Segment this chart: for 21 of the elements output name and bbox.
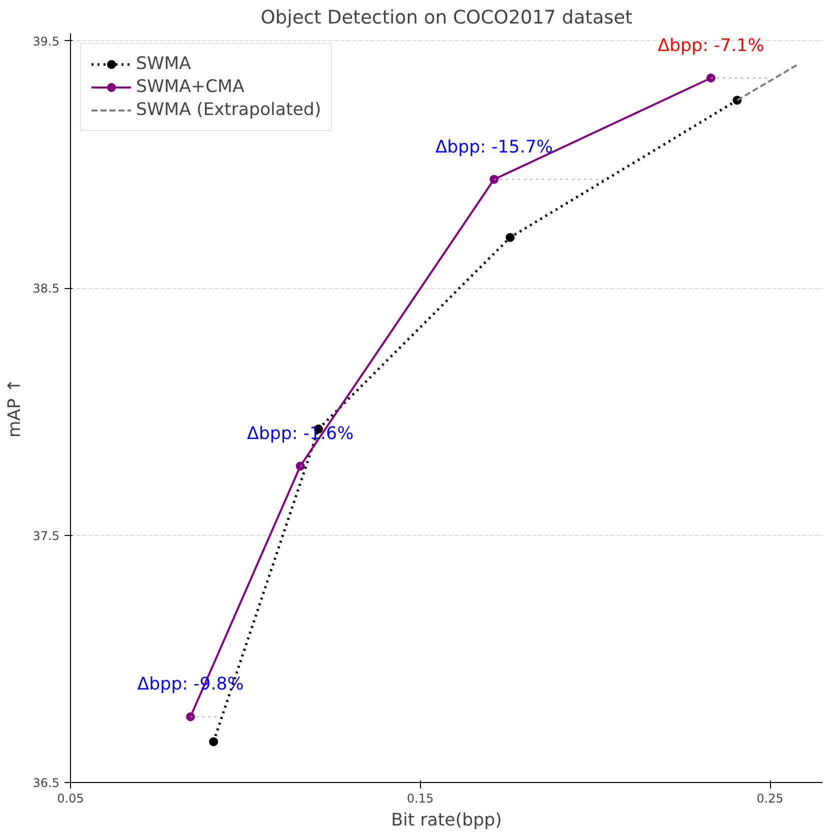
- y-axis-title: mAP ↑: [4, 378, 25, 438]
- y-tick-label: 37.5: [32, 528, 60, 543]
- legend-label: SWMA+CMA: [136, 77, 244, 97]
- point: [706, 74, 716, 82]
- x-tick-label: 0.25: [756, 792, 784, 806]
- legend-label: SWMA (Extrapolated): [136, 100, 322, 120]
- x-tick-label: 0.05: [57, 792, 84, 806]
- point: [490, 174, 499, 184]
- x-tick-label: 0.15: [406, 792, 434, 806]
- point: [506, 232, 515, 242]
- point: [186, 712, 195, 722]
- point: [209, 737, 218, 746]
- annotation: Δbpp: -7.1%: [658, 36, 764, 56]
- chart-title: Object Detection on COCO2017 dataset: [260, 8, 632, 28]
- point: [296, 462, 305, 471]
- y-tick-label: 39.5: [32, 34, 60, 48]
- x-axis-title: Bit rate(bpp): [391, 810, 502, 830]
- y-tick-label: 36.5: [32, 776, 60, 790]
- annotation: Δbpp: -15.7%: [435, 137, 553, 158]
- legend-label: SWMA: [136, 54, 191, 74]
- y-tick-label: 38.5: [32, 282, 60, 296]
